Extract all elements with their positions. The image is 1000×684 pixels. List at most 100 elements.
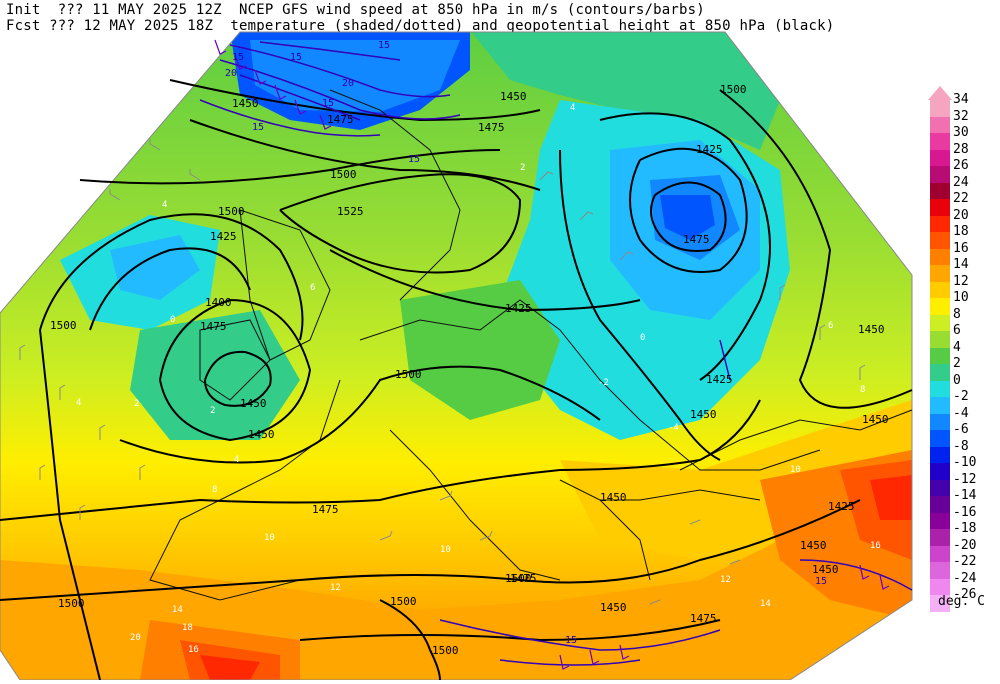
temperature-label: 10 [790, 465, 801, 475]
height-label: 1500 [395, 368, 422, 381]
colorbar-swatch [930, 199, 950, 216]
height-label: 1475 [478, 121, 505, 134]
colorbar-swatch [930, 100, 950, 117]
colorbar-label: -6 [953, 422, 969, 437]
wind-label: 15 [378, 40, 390, 51]
temperature-label: 0 [170, 315, 175, 325]
colorbar-swatch [930, 116, 950, 133]
coastlines [149, 89, 913, 601]
colorbar-top-arrow [928, 86, 952, 100]
temperature-label: 8 [860, 385, 865, 395]
colorbar-swatch [930, 496, 950, 513]
temperature-label: 4 [162, 200, 167, 210]
height-label: 1500 [218, 205, 245, 218]
colorbar-label: -26 [953, 587, 977, 602]
temperature-label: 10 [440, 545, 451, 555]
height-label: 1450 [600, 601, 627, 614]
colorbar-swatch [930, 413, 950, 430]
colorbar-label: -16 [953, 504, 977, 520]
colorbar-swatch [930, 529, 950, 546]
colorbar-swatch [930, 364, 950, 381]
colorbar-swatch [930, 314, 950, 331]
colorbar-swatch [930, 545, 950, 562]
colorbar-label: -8 [953, 438, 969, 454]
temperature-label: 20 [130, 633, 141, 643]
colorbar-swatch [930, 562, 950, 579]
colorbar-label: 12 [953, 273, 969, 289]
height-label: 1500 [390, 595, 417, 608]
temperature-label: 2 [134, 399, 139, 409]
colorbar-swatch [930, 595, 950, 612]
height-label: 1450 [232, 97, 259, 110]
colorbar-label: 22 [953, 191, 969, 206]
colorbar-label: 16 [953, 240, 969, 256]
temperature-label: 10 [264, 533, 275, 543]
colorbar-label: 14 [953, 257, 969, 272]
colorbar-swatch [930, 133, 950, 150]
temperature-label: 0 [640, 333, 645, 343]
wind-label: 15 [232, 52, 244, 63]
wind-label: 15 [290, 52, 302, 63]
colorbar-swatch [930, 463, 950, 480]
height-label: 1450 [690, 408, 717, 421]
temperature-label: 4 [76, 398, 81, 408]
height-label: 1500 [432, 644, 459, 657]
temperature-label: 12 [330, 583, 341, 593]
height-label: 1450 [862, 413, 889, 426]
colorbar-label: 24 [953, 174, 969, 190]
height-label: 1425 [706, 373, 733, 386]
header-line-forecast: Fcst ??? 12 MAY 2025 18Z temperature (sh… [6, 18, 835, 34]
header-line-init: Init ??? 11 MAY 2025 12Z NCEP GFS wind s… [6, 2, 705, 18]
height-label: 1500 [330, 168, 357, 181]
colorbar-swatch [930, 430, 950, 447]
colorbar-swatch [930, 380, 950, 397]
colorbar-swatch [930, 182, 950, 199]
height-label: 1450 [248, 428, 275, 441]
wind-barbs [19, 139, 866, 605]
temperature-label: 4 [234, 455, 239, 465]
temperature-label: 2 [210, 406, 215, 416]
colorbar-label: -20 [953, 537, 977, 553]
height-label: 1500 [505, 572, 532, 585]
colorbar-label: -22 [953, 554, 977, 569]
colorbar-label: -4 [953, 405, 969, 421]
height-label: 1525 [337, 205, 364, 218]
colorbar-label: -10 [953, 455, 977, 470]
temperature-label: 6 [310, 283, 315, 293]
temperature-label: 14 [172, 605, 183, 615]
colorbar-label: -12 [953, 471, 977, 487]
height-label: 1450 [500, 90, 527, 103]
colorbar-label: 18 [953, 224, 969, 239]
height-label: 1475 [510, 572, 537, 585]
domain-border [0, 31, 913, 681]
height-label: 1450 [240, 397, 267, 410]
temperature-label: -2 [598, 378, 609, 388]
height-label: 1450 [812, 563, 839, 576]
geopotential-height-contours [0, 79, 913, 681]
temperature-label: 6 [828, 321, 833, 331]
height-label: 1475 [683, 233, 710, 246]
colorbar-label: 2 [953, 356, 961, 371]
height-label: 1425 [828, 500, 855, 513]
height-contour-labels: 1450147515001525142514001450150014751450… [50, 83, 889, 657]
wind-label: 15 [322, 98, 334, 109]
temperature-label: 18 [182, 623, 193, 633]
height-label: 1500 [58, 597, 85, 610]
wind-label: 15 [815, 576, 827, 587]
colorbar-label: 6 [953, 323, 961, 338]
temperature-label: 14 [760, 599, 771, 609]
height-label: 1425 [210, 230, 237, 243]
height-label: 1475 [312, 503, 339, 516]
colorbar-swatch [930, 479, 950, 496]
colorbar-label: -18 [953, 521, 977, 536]
colorbar-label: 8 [953, 306, 961, 322]
colorbar-label: 32 [953, 108, 969, 124]
height-label: 1450 [600, 491, 627, 504]
wind-label: 15 [408, 154, 420, 165]
height-label: 1500 [50, 319, 77, 332]
colorbar-swatch [930, 397, 950, 414]
colorbar-swatch [930, 248, 950, 265]
height-label: 1500 [720, 83, 747, 96]
